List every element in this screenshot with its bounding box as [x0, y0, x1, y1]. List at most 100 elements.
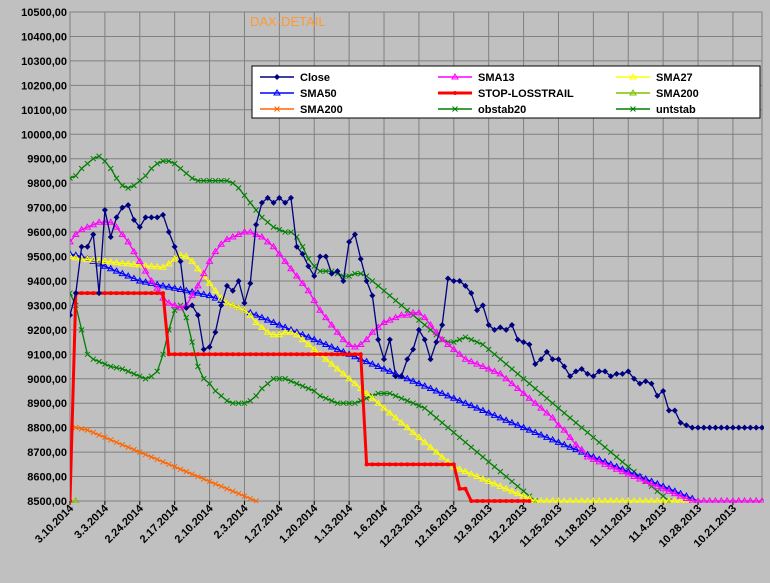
data-point: [72, 424, 79, 431]
data-point: [176, 303, 185, 311]
data-point: [665, 487, 673, 494]
data-point: [199, 290, 208, 297]
data-point: [391, 313, 400, 321]
data-point: [70, 290, 73, 297]
data-point: [305, 256, 312, 262]
data-point: [438, 335, 447, 343]
data-point: [171, 463, 178, 470]
data-point: [327, 320, 336, 328]
data-point: [118, 230, 127, 237]
series-line: [70, 221, 762, 502]
data-point: [484, 477, 493, 484]
data-point: [503, 473, 509, 480]
series-sma13-1: [70, 218, 764, 503]
data-point: [205, 279, 214, 286]
data-point: [508, 321, 515, 328]
data-point: [241, 400, 248, 407]
data-point: [229, 488, 236, 495]
data-point: [177, 466, 184, 473]
data-point: [665, 497, 673, 503]
data-point: [723, 497, 731, 503]
data-point: [415, 433, 423, 440]
data-point: [106, 257, 115, 265]
data-point: [253, 498, 259, 503]
data-point: [596, 439, 603, 446]
data-point: [462, 439, 469, 446]
data-point: [241, 299, 248, 306]
data-point: [434, 462, 439, 467]
data-point: [259, 214, 265, 221]
data-point: [119, 441, 126, 448]
data-point: [601, 368, 608, 375]
data-point: [492, 499, 497, 503]
data-point: [375, 282, 382, 289]
data-point: [72, 290, 79, 297]
data-point: [125, 368, 132, 375]
data-point: [225, 352, 230, 357]
data-point: [381, 356, 388, 363]
data-point: [746, 497, 754, 503]
y-tick-label: 9000,00: [27, 374, 67, 386]
data-point: [573, 419, 579, 426]
data-point: [480, 499, 485, 503]
data-point: [606, 462, 615, 470]
data-point: [159, 281, 167, 289]
y-tick-label: 10200,00: [21, 80, 67, 92]
data-point: [676, 492, 685, 499]
data-point: [207, 352, 212, 357]
data-point: [625, 463, 632, 470]
data-point: [357, 270, 364, 277]
data-point: [503, 361, 509, 367]
data-point: [327, 360, 336, 367]
data-point: [405, 462, 410, 467]
data-point: [263, 237, 272, 245]
data-point: [542, 433, 551, 440]
data-point: [212, 329, 219, 336]
data-point: [282, 229, 289, 235]
data-point: [706, 497, 714, 503]
data-point: [166, 461, 172, 468]
legend-label: obstab20: [478, 104, 526, 116]
data-point: [96, 432, 102, 438]
data-point: [519, 423, 528, 431]
data-point: [478, 475, 487, 482]
data-point: [183, 468, 190, 475]
data-point: [136, 224, 143, 231]
y-tick-label: 9200,00: [27, 325, 67, 337]
data-point: [135, 276, 144, 284]
data-point: [143, 291, 148, 296]
data-point: [595, 457, 604, 465]
data-point: [264, 219, 271, 226]
data-point: [445, 424, 451, 431]
data-point: [147, 262, 156, 269]
data-point: [341, 352, 346, 357]
data-point: [224, 177, 230, 184]
data-point: [532, 385, 539, 392]
data-point: [543, 497, 551, 503]
data-point: [317, 253, 324, 260]
data-point: [416, 462, 421, 467]
data-point: [567, 373, 574, 380]
data-point: [503, 326, 510, 333]
data-point: [258, 323, 266, 330]
data-point: [305, 385, 312, 392]
data-point: [71, 230, 80, 237]
data-point: [270, 224, 277, 231]
data-point: [486, 499, 491, 503]
legend-label: SMA200: [300, 104, 343, 116]
data-point: [300, 352, 305, 357]
data-point: [444, 391, 452, 399]
data-point: [112, 267, 121, 274]
data-point: [72, 497, 80, 503]
data-point: [205, 257, 214, 264]
data-point: [107, 165, 114, 172]
data-point: [428, 462, 433, 467]
data-point: [258, 313, 266, 321]
data-point: [136, 449, 143, 455]
data-point: [432, 448, 441, 455]
data-point: [438, 453, 447, 460]
data-point: [206, 380, 213, 387]
data-point: [101, 257, 109, 264]
data-point: [456, 336, 463, 343]
data-point: [660, 387, 667, 394]
